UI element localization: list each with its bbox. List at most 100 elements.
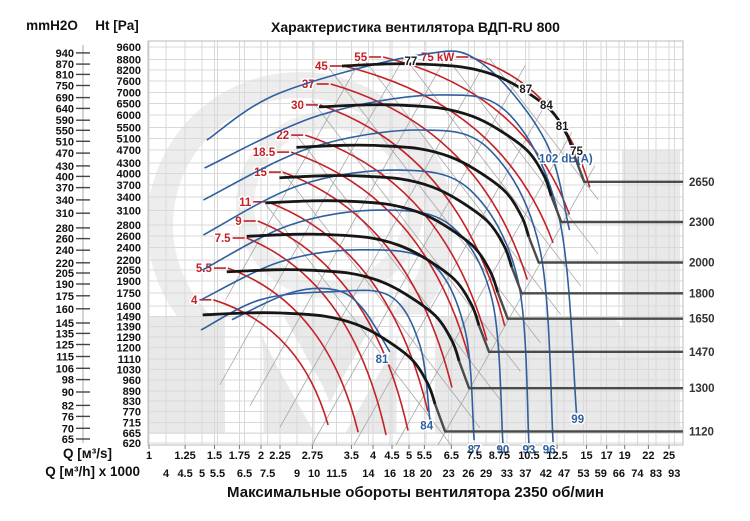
pa-tick: 3700 — [117, 180, 141, 192]
mmh2o-tick: 240 — [56, 245, 74, 257]
fan-curve-1300 — [226, 268, 461, 362]
q-m3h-tick: 29 — [480, 468, 492, 480]
power-label-75: 75 kW — [421, 52, 454, 64]
power-curve-18.5 — [290, 151, 471, 363]
mmh2o-tick: 690 — [56, 93, 74, 105]
x-axis-label-m3h: Q [м³/h] x 1000 — [45, 464, 140, 479]
pa-tick: 665 — [123, 428, 141, 440]
point-label-75: 75 — [570, 146, 583, 158]
power-curve-7.5 — [246, 237, 387, 436]
point-label-81: 81 — [556, 121, 569, 133]
q-m3s-tick: 2.25 — [269, 450, 290, 462]
mmh2o-tick: 640 — [56, 103, 74, 115]
q-m3h-tick: 5.5 — [210, 468, 225, 480]
pa-tick: 3400 — [117, 192, 141, 204]
q-m3h-tick: 10 — [308, 468, 320, 480]
q-m3s-tick: 5.5 — [417, 450, 432, 462]
q-m3h-tick: 26 — [462, 468, 474, 480]
rpm-label-2300: 2300 — [689, 217, 715, 229]
q-m3s-tick: 15 — [580, 450, 592, 462]
q-m3s-tick: 12.5 — [546, 450, 567, 462]
noise-curve-99 — [204, 94, 578, 414]
q-m3h-tick: 9 — [294, 468, 300, 480]
power-label-4: 4 — [191, 295, 198, 307]
fan-curves: 2650 2300 2000 1800 1650 1470 1300 1120 — [202, 62, 715, 438]
q-m3h-tick: 20 — [420, 468, 432, 480]
rpm-label-1300: 1300 — [689, 383, 715, 395]
q-m3s-tick: 8.75 — [489, 450, 510, 462]
q-m3s-tick: 1.5 — [207, 450, 222, 462]
power-label-55: 55 — [354, 52, 367, 64]
q-m3s-tick: 7.5 — [467, 450, 482, 462]
mmh2o-tick: 550 — [56, 125, 74, 137]
mmh2o-tick: 280 — [56, 223, 74, 235]
q-m3h-tick: 66 — [613, 468, 625, 480]
mmh2o-tick: 310 — [56, 208, 74, 220]
mmh2o-tick: 90 — [62, 387, 74, 399]
leader-line-1800 — [510, 266, 683, 295]
page-title: Характеристика вентилятора ВДП-RU 800 — [271, 19, 560, 35]
pa-tick: 7600 — [117, 76, 141, 88]
q-m3h-tick: 33 — [501, 468, 513, 480]
mmh2o-tick: 870 — [56, 59, 74, 71]
leader-line-1470 — [477, 325, 683, 353]
q-m3h-tick: 14 — [362, 468, 375, 480]
pa-tick: 1600 — [117, 301, 141, 313]
pa-tick: 770 — [123, 407, 141, 419]
q-m3s-tick: 10.5 — [518, 450, 539, 462]
q-m3s-tick: 1 — [146, 450, 152, 462]
q-m3s-tick: 4.5 — [384, 450, 399, 462]
leader-line-2000 — [527, 236, 683, 264]
q-m3s-tick: 1.25 — [174, 450, 195, 462]
noise-label-81: 81 — [376, 354, 389, 366]
q-m3h-tick: 4.5 — [177, 468, 192, 480]
fan-curve-1650 — [265, 199, 500, 293]
rpm-label-1470: 1470 — [689, 347, 715, 359]
q-m3h-tick: 42 — [540, 468, 552, 480]
pa-tick: 2050 — [117, 265, 141, 277]
power-curve-15 — [282, 171, 453, 388]
watermark-m-letter: M — [205, 278, 455, 470]
power-label-7.5: 7.5 — [215, 233, 232, 245]
q-m3s-tick: 25 — [663, 450, 675, 462]
point-label-84: 84 — [540, 100, 553, 112]
mmh2o-tick: 510 — [56, 136, 74, 148]
q-m3h-tick: 47 — [558, 468, 570, 480]
pa-tick: 4700 — [117, 145, 141, 157]
mmh2o-tick: 82 — [62, 400, 74, 412]
power-curve-55 — [382, 56, 571, 215]
power-label-11: 11 — [239, 197, 252, 209]
leader-line-2300 — [550, 195, 683, 224]
pa-tick: 7000 — [117, 88, 141, 100]
noise-label-96: 96 — [543, 445, 556, 457]
mmh2o-tick: 810 — [56, 69, 74, 81]
q-m3h-tick: 37 — [519, 468, 531, 480]
rpm-label-2000: 2000 — [689, 258, 715, 270]
mmh2o-tick: 400 — [56, 171, 74, 183]
noise-label-99: 99 — [571, 414, 584, 426]
pa-tick: 2600 — [117, 231, 141, 243]
pa-tick: 1290 — [117, 332, 141, 344]
q-m3h-tick: 7.5 — [260, 468, 275, 480]
pa-tick: 620 — [123, 438, 141, 450]
power-curve-37 — [330, 83, 529, 280]
mmh2o-tick: 98 — [62, 375, 74, 387]
noise-curve-84 — [200, 289, 431, 421]
y-axis-header-pa: Ht [Pa] — [95, 18, 139, 33]
rpm-label-1800: 1800 — [689, 288, 715, 300]
mmh2o-tick: 750 — [56, 81, 74, 93]
axis-ticks: 9408708107506906405905505104704304003703… — [56, 42, 681, 480]
fan-curve-2000 — [296, 143, 531, 238]
pa-tick: 5500 — [117, 123, 141, 135]
noise-label-84: 84 — [420, 421, 433, 433]
mmh2o-tick: 190 — [56, 279, 74, 291]
pa-tick: 890 — [123, 386, 141, 398]
noise-label-93: 93 — [523, 445, 536, 457]
q-m3h-tick: 6.5 — [237, 468, 252, 480]
leader-line-2650 — [573, 154, 683, 184]
y-axis-header-mmh2o: mmH2O — [26, 18, 78, 33]
q-m3h-tick: 11.5 — [326, 468, 347, 480]
power-curve-11 — [267, 201, 429, 412]
noise-curve-81 — [231, 287, 391, 353]
